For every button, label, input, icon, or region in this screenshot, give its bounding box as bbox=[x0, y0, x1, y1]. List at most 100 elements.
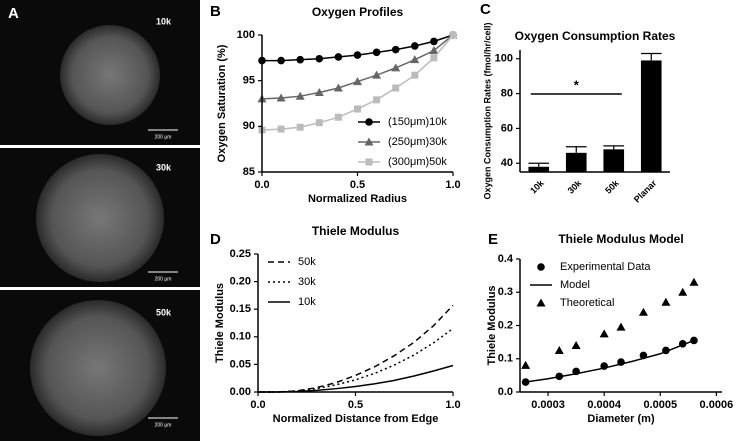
x-tick-label: 0.0 bbox=[250, 399, 265, 411]
spheroid bbox=[36, 154, 164, 282]
panel-letter: A bbox=[8, 5, 19, 22]
series-line bbox=[258, 364, 454, 393]
marker bbox=[295, 91, 305, 100]
x-tick-label: 0.0003 bbox=[531, 399, 565, 411]
y-tick-label: 0.2 bbox=[498, 319, 513, 331]
marker bbox=[277, 125, 285, 133]
marker bbox=[364, 137, 374, 146]
panel-letter: C bbox=[480, 1, 491, 18]
marker bbox=[334, 53, 343, 61]
spheroid bbox=[60, 25, 160, 125]
x-tick-label: Planar bbox=[632, 178, 659, 205]
x-tick-label: 0.0 bbox=[254, 179, 269, 191]
marker bbox=[372, 70, 382, 79]
panel-letter: E bbox=[488, 231, 498, 248]
y-tick-label: 0.10 bbox=[230, 331, 251, 343]
marker bbox=[365, 158, 373, 166]
bar bbox=[603, 149, 625, 172]
scale-label: 200 µm bbox=[155, 422, 172, 428]
legend-label: (300μm)50k bbox=[388, 156, 447, 168]
x-tick-label: 0.0006 bbox=[700, 399, 734, 411]
legend-label: 30k bbox=[298, 276, 316, 288]
y-tick-label: 0.25 bbox=[230, 248, 251, 260]
image-label: 30k bbox=[156, 162, 172, 172]
bar bbox=[528, 166, 550, 172]
y-axis-label: Oxygen Consumption Rates (fmol/hr/cell) bbox=[482, 22, 492, 199]
x-tick-label: 30k bbox=[566, 177, 584, 195]
marker bbox=[430, 54, 438, 62]
y-tick-label: 90 bbox=[243, 120, 255, 132]
x-axis-label: Diameter (m) bbox=[587, 413, 655, 425]
legend-label: (250μm)30k bbox=[388, 136, 447, 148]
x-tick-label: 0.5 bbox=[348, 399, 363, 411]
marker bbox=[410, 55, 420, 64]
x-tick-label: 0.0004 bbox=[587, 399, 622, 411]
scale-label: 200 µm bbox=[155, 276, 172, 282]
y-axis-label: Thiele Modulus bbox=[214, 283, 226, 363]
x-tick-label: 0.0005 bbox=[643, 399, 677, 411]
legend-label: (150μm)10k bbox=[388, 116, 447, 128]
series-line bbox=[258, 327, 454, 393]
panel-letter: D bbox=[210, 231, 221, 248]
marker bbox=[277, 56, 285, 65]
marker bbox=[571, 340, 581, 349]
marker bbox=[333, 83, 343, 92]
significance-mark: * bbox=[574, 77, 580, 92]
image-label: 50k bbox=[156, 307, 172, 317]
marker bbox=[296, 55, 305, 64]
marker bbox=[429, 46, 439, 55]
chart-title: Oxygen Profiles bbox=[312, 5, 404, 19]
y-tick-label: 40 bbox=[501, 157, 513, 169]
legend-label: Experimental Data bbox=[560, 261, 651, 273]
y-tick-label: 0.0 bbox=[498, 386, 513, 398]
y-tick-label: 0.00 bbox=[230, 386, 251, 398]
marker bbox=[315, 119, 323, 127]
chart-title: Thiele Modulus Model bbox=[558, 232, 683, 246]
marker bbox=[296, 123, 304, 131]
marker bbox=[353, 51, 362, 59]
micrograph-panel: A 10k 30k 50k 200 µm 200 µm 200 µm bbox=[0, 0, 200, 441]
chart-title: Oxygen Consumption Rates bbox=[515, 29, 676, 43]
marker bbox=[365, 118, 373, 126]
marker bbox=[521, 360, 531, 369]
marker bbox=[449, 31, 457, 39]
marker bbox=[411, 71, 419, 79]
marker bbox=[373, 96, 381, 104]
marker bbox=[276, 93, 286, 102]
y-tick-label: 0.15 bbox=[230, 303, 251, 315]
bar bbox=[565, 152, 587, 172]
y-axis-label: Thiele Modulus bbox=[486, 285, 498, 365]
marker bbox=[689, 277, 699, 286]
marker bbox=[521, 378, 530, 386]
x-axis-label: Normalized Distance from Edge bbox=[273, 413, 439, 425]
y-axis-label: Oxygen Saturation (%) bbox=[216, 44, 228, 162]
chart-title: Thiele Modulus bbox=[312, 224, 400, 238]
y-tick-label: 60 bbox=[501, 122, 513, 134]
scale-label: 200 µm bbox=[155, 134, 172, 140]
y-tick-label: 0.05 bbox=[230, 358, 251, 370]
marker bbox=[411, 42, 419, 50]
y-tick-label: 85 bbox=[243, 166, 255, 178]
panel-letter: B bbox=[210, 3, 221, 20]
legend-label: 10k bbox=[298, 296, 316, 308]
marker bbox=[661, 297, 671, 306]
bar bbox=[640, 60, 662, 173]
legend-label: Model bbox=[560, 279, 590, 291]
y-tick-label: 100 bbox=[495, 53, 513, 65]
marker bbox=[638, 307, 648, 316]
marker bbox=[391, 63, 401, 72]
y-tick-label: 100 bbox=[237, 29, 255, 41]
marker bbox=[616, 322, 626, 331]
marker bbox=[430, 37, 438, 46]
y-tick-label: 0.3 bbox=[498, 286, 513, 298]
marker bbox=[599, 329, 609, 338]
y-tick-label: 80 bbox=[501, 87, 513, 99]
marker bbox=[372, 48, 381, 57]
x-tick-label: 50k bbox=[603, 177, 621, 195]
marker bbox=[315, 54, 324, 63]
spheroid bbox=[30, 300, 166, 436]
x-tick-label: 1.0 bbox=[445, 179, 460, 191]
x-axis-label: Normalized Radius bbox=[308, 193, 407, 205]
image-label: 10k bbox=[156, 16, 172, 26]
